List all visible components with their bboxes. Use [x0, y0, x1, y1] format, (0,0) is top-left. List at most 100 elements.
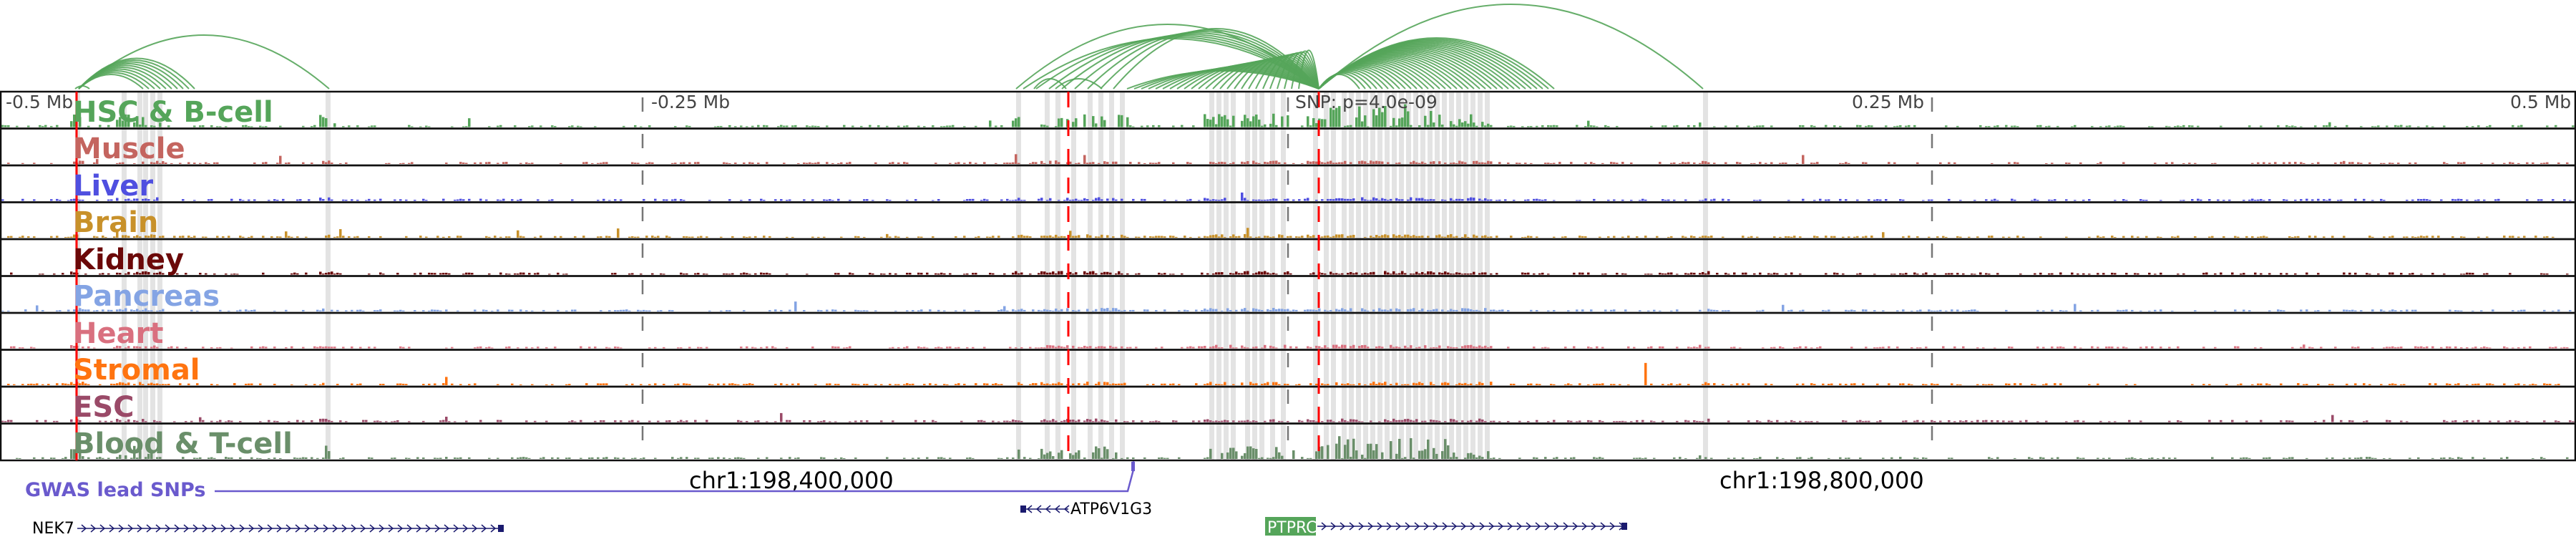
signal-bar [1229, 273, 1232, 275]
signal-bar [1481, 122, 1484, 127]
signal-bar [2102, 273, 2105, 275]
signal-bar [270, 236, 273, 238]
signal-bar [2028, 457, 2031, 459]
signal-bar [2426, 236, 2429, 238]
signal-bar [1913, 125, 1916, 127]
signal-bar [1464, 345, 1467, 349]
signal-bar [1785, 273, 1787, 275]
gene-ptprc-arrows[interactable] [1317, 522, 1627, 531]
signal-bar [2306, 272, 2308, 275]
signal-bar [1381, 235, 1384, 238]
signal-bar [797, 457, 800, 459]
signal-bar [525, 347, 528, 349]
signal-bar [342, 457, 345, 459]
signal-bar [1916, 458, 1919, 459]
signal-bar [2220, 272, 2223, 275]
signal-bar [2463, 420, 2466, 422]
signal-bar [820, 457, 823, 459]
signal-bar [331, 199, 333, 201]
track-label-esc: ESC [73, 391, 135, 424]
signal-bar [2117, 125, 2119, 127]
signal-bar [2137, 236, 2140, 238]
signal-bar [1793, 347, 1796, 349]
signal-bar [1080, 347, 1083, 349]
signal-bar [1464, 308, 1467, 311]
signal-bar [308, 199, 311, 201]
signal-bar [937, 309, 940, 311]
signal-bar [2357, 347, 2360, 349]
signal-bar [1670, 236, 1673, 238]
signal-bar [969, 162, 972, 164]
signal-bar [1335, 309, 1338, 311]
signal-bar [1976, 420, 1979, 422]
signal-bar [379, 272, 382, 275]
signal-bar [1447, 346, 1450, 349]
signal-bar [977, 420, 980, 422]
signal-bar [1991, 236, 1994, 238]
signal-bar [1953, 162, 1956, 164]
signal-bar [2323, 420, 2326, 422]
signal-bar [1859, 125, 1862, 127]
signal-bar [2492, 309, 2494, 311]
signal-bar [213, 458, 216, 459]
signal-bar [173, 421, 176, 422]
gene-nek7-arrows[interactable] [77, 524, 504, 533]
signal-bar [1275, 160, 1278, 164]
signal-bar [225, 457, 228, 459]
gene-label-atp6v1g3[interactable]: ATP6V1G3 [1070, 500, 1152, 518]
signal-bar [1229, 163, 1232, 164]
signal-bar [1599, 236, 1601, 238]
signal-bar [665, 199, 668, 201]
signal-bar [886, 233, 889, 238]
signal-bar [2245, 420, 2248, 422]
signal-bar [2443, 457, 2446, 459]
signal-bar [1567, 310, 1570, 311]
signal-bar [903, 125, 906, 127]
signal-bar [2294, 126, 2297, 127]
signal-bar [1204, 236, 1206, 238]
signal-bar [1424, 115, 1427, 127]
signal-bar [1215, 234, 1218, 238]
signal-bar [2331, 415, 2334, 422]
signal-bar [2108, 346, 2111, 349]
gene-label-ptprc[interactable]: PTPRC [1267, 519, 1317, 537]
signal-bar [1035, 347, 1038, 349]
signal-bar [1438, 234, 1441, 238]
signal-bar [694, 420, 697, 422]
signal-bar [1255, 383, 1258, 385]
signal-bar [1352, 198, 1355, 201]
signal-bar [305, 457, 308, 459]
signal-bar [1364, 272, 1367, 275]
signal-bar [53, 420, 56, 422]
signal-bar [537, 272, 540, 275]
signal-bar [2426, 346, 2429, 349]
signal-bar [50, 163, 53, 164]
signal-bar [2220, 420, 2223, 422]
strand-arrow-right-icon [323, 524, 329, 533]
signal-bar [116, 457, 119, 459]
signal-bar [1012, 457, 1015, 459]
signal-bar [1043, 271, 1046, 275]
signal-bar [2119, 310, 2122, 311]
signal-bar [1896, 310, 1899, 311]
signal-bar [1756, 458, 1759, 459]
gene-label-nek7[interactable]: NEK7 [32, 520, 74, 537]
signal-bar [1713, 126, 1716, 127]
signal-bar [634, 125, 637, 127]
interaction-arc [1033, 78, 1067, 90]
signal-bar [1581, 309, 1584, 311]
signal-bar [528, 163, 531, 164]
signal-bar [605, 347, 608, 349]
signal-bar [697, 458, 700, 459]
gene-atp6v1g3-arrows[interactable] [1020, 505, 1070, 513]
signal-bar [210, 384, 213, 385]
signal-bar [2391, 163, 2394, 164]
signal-bar [2463, 162, 2466, 164]
gwas-snp-marker[interactable] [1131, 462, 1135, 471]
signal-bar [127, 115, 130, 127]
signal-bar [1421, 198, 1424, 201]
signal-bar [2157, 236, 2160, 238]
signal-bar [1052, 419, 1055, 422]
signal-bar [1742, 383, 1745, 385]
signal-bar [2374, 458, 2377, 459]
